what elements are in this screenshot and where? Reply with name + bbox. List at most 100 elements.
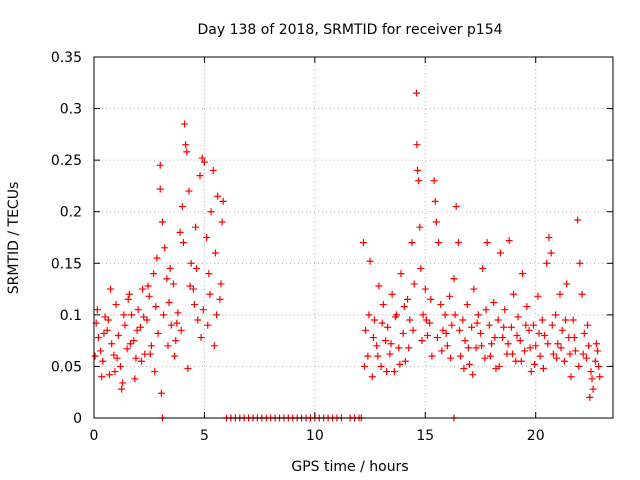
data-point: [364, 352, 372, 360]
data-point: [485, 321, 493, 329]
data-point: [419, 311, 427, 319]
data-point: [476, 329, 484, 337]
data-point: [554, 340, 562, 348]
data-point: [382, 337, 390, 345]
data-point: [395, 344, 403, 352]
data-point: [574, 216, 582, 224]
data-point: [156, 161, 164, 169]
data-point: [134, 306, 142, 314]
data-point: [472, 344, 480, 352]
data-point: [570, 334, 578, 342]
data-point: [126, 340, 134, 348]
data-point: [470, 285, 478, 293]
data-point: [532, 342, 540, 350]
data-point: [522, 321, 530, 329]
data-point: [143, 316, 151, 324]
data-point: [507, 323, 515, 331]
data-point: [185, 187, 193, 195]
data-point: [97, 347, 105, 355]
data-point: [505, 237, 513, 245]
data-point: [452, 203, 460, 211]
data-point: [183, 148, 191, 156]
data-point: [200, 158, 208, 166]
data-point: [378, 319, 386, 327]
data-point: [443, 342, 451, 350]
data-point: [190, 301, 198, 309]
data-point: [557, 344, 565, 352]
data-point: [91, 352, 99, 360]
x-axis-label: GPS time / hours: [291, 459, 408, 475]
data-point: [589, 385, 597, 393]
data-point: [566, 350, 574, 358]
data-point: [552, 311, 560, 319]
y-tick-label: 0.2: [60, 205, 82, 221]
data-point: [216, 295, 224, 303]
data-point: [146, 350, 154, 358]
data-point: [387, 340, 395, 348]
data-point: [509, 350, 517, 358]
data-point: [549, 350, 557, 358]
data-point: [539, 364, 547, 372]
data-point: [147, 342, 155, 350]
data-point: [218, 218, 226, 226]
data-point: [388, 290, 396, 298]
data-point: [460, 364, 468, 372]
data-point: [111, 368, 119, 376]
plot-frame: [93, 56, 614, 419]
data-point: [527, 368, 535, 376]
data-point: [105, 371, 113, 379]
data-point: [120, 311, 128, 319]
data-point: [431, 197, 439, 205]
data-point: [174, 309, 182, 317]
data-point: [374, 352, 382, 360]
data-point: [536, 352, 544, 360]
data-point: [592, 340, 600, 348]
data-point: [596, 373, 604, 381]
data-point: [556, 290, 564, 298]
data-point: [516, 337, 524, 345]
data-point: [125, 290, 133, 298]
data-point: [447, 354, 455, 362]
data-point: [529, 321, 537, 329]
data-point: [119, 379, 127, 387]
data-point: [139, 285, 147, 293]
data-point: [404, 295, 412, 303]
data-points: [91, 89, 604, 422]
y-axis-label: SRMTID / TECUs: [6, 182, 22, 295]
data-point: [130, 337, 138, 345]
y-tick-label: 0.3: [60, 102, 82, 118]
data-point: [203, 234, 211, 241]
data-point: [399, 329, 407, 337]
data-point: [108, 340, 116, 348]
data-point: [153, 254, 161, 262]
data-point: [359, 239, 367, 247]
data-point: [386, 350, 394, 358]
data-point: [534, 292, 542, 300]
data-point: [437, 301, 445, 309]
data-point: [107, 285, 115, 293]
data-point: [121, 321, 129, 329]
data-point: [103, 326, 111, 334]
data-point: [517, 357, 525, 365]
data-point: [217, 280, 225, 288]
grid-lines: [94, 57, 613, 418]
data-point: [461, 337, 469, 345]
data-point: [473, 319, 481, 327]
data-point: [490, 298, 498, 306]
x-tick-label: 10: [306, 428, 324, 444]
data-point: [481, 354, 489, 362]
data-point: [408, 239, 416, 247]
data-point: [412, 89, 420, 97]
data-point: [474, 311, 482, 319]
x-tick-labels: 0 5 10 15 20: [90, 428, 545, 444]
data-point: [211, 249, 219, 257]
data-point: [414, 166, 422, 174]
data-point: [207, 208, 215, 216]
data-point: [482, 306, 490, 314]
data-point: [210, 342, 218, 350]
data-point: [438, 347, 446, 355]
y-tick-labels: 0 0.05 0.1 0.15 0.2 0.25 0.3 0.35: [51, 50, 82, 427]
data-point: [368, 373, 376, 381]
data-point: [441, 311, 449, 319]
data-point: [192, 223, 200, 231]
